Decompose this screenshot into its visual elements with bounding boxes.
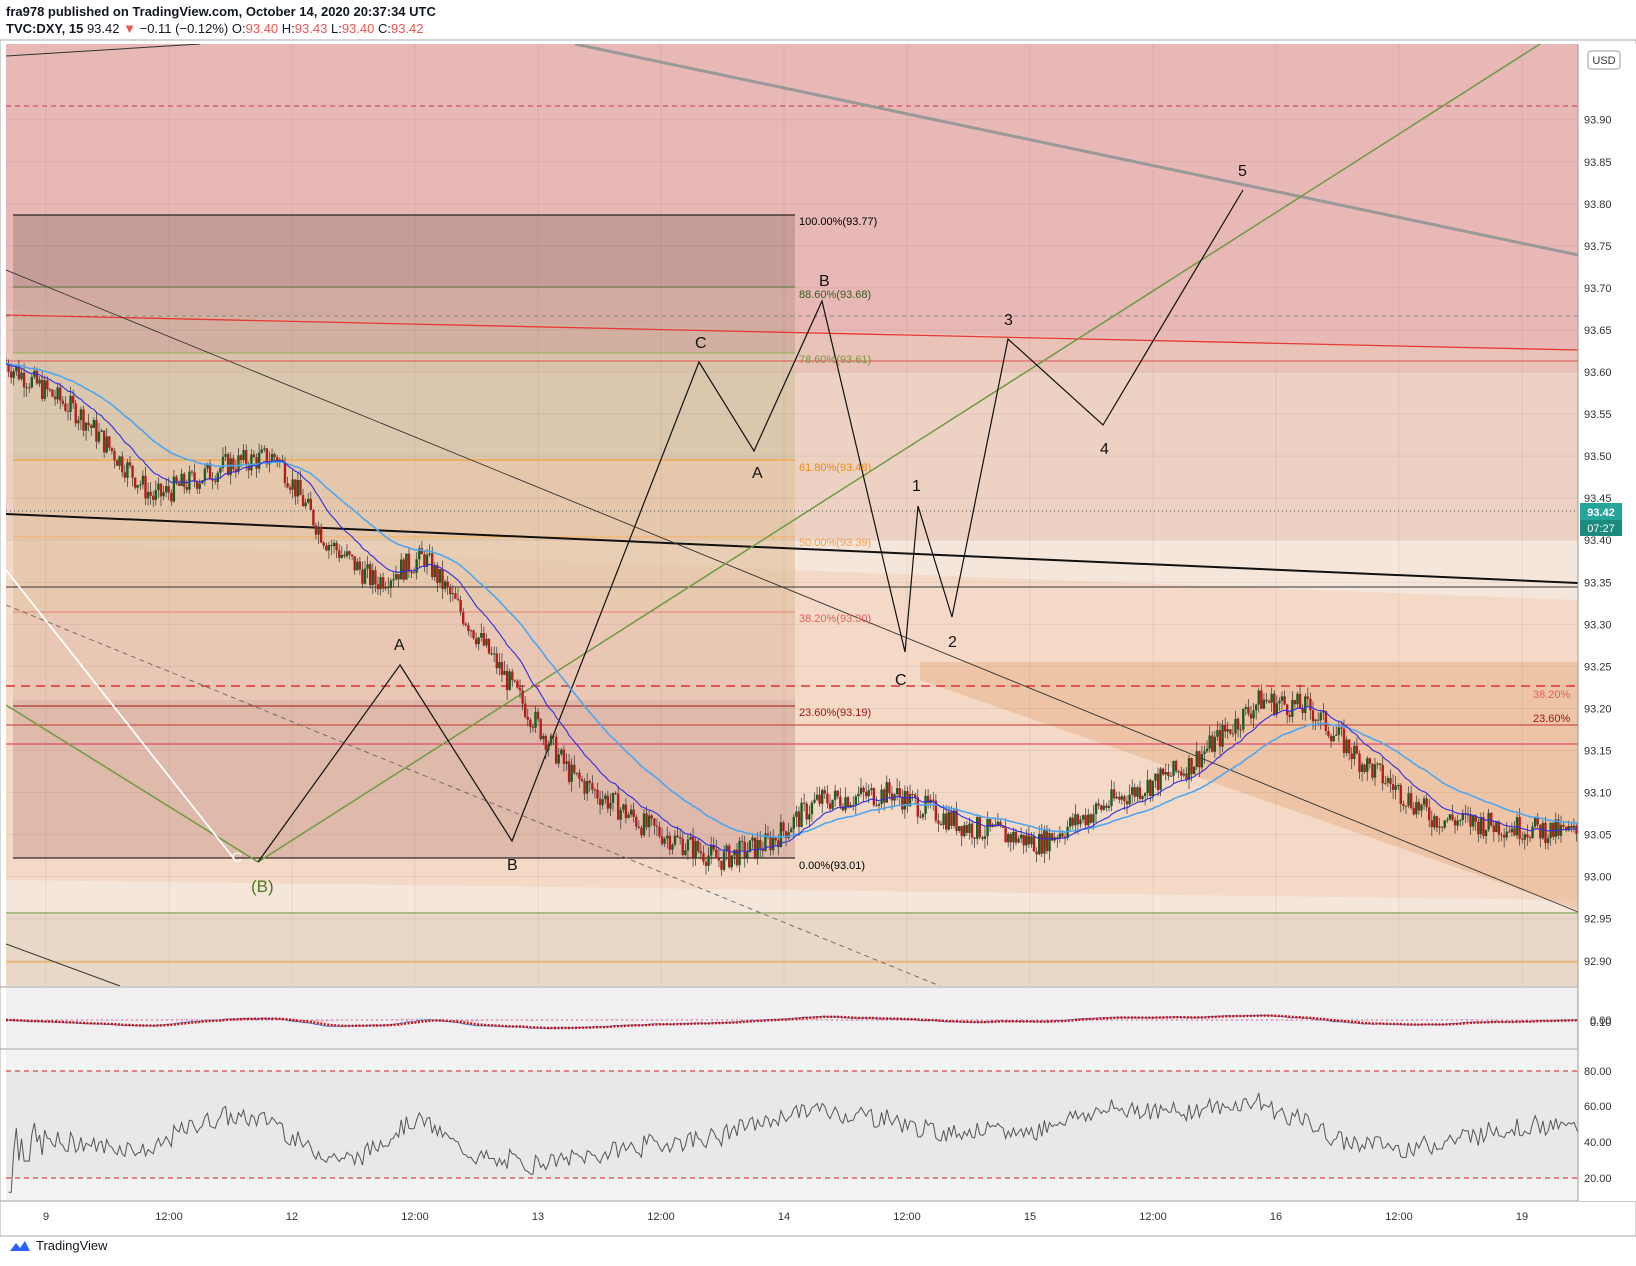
x-tick-label: 14 — [778, 1211, 790, 1223]
x-tick-label: 13 — [532, 1211, 544, 1223]
x-tick-label: 12:00 — [893, 1211, 921, 1223]
wave-label-1: 1 — [912, 478, 921, 495]
currency-badge[interactable] — [1587, 50, 1621, 70]
x-tick-label: 19 — [1516, 1211, 1528, 1223]
price-change: −0.11 (−0.12%) — [139, 21, 229, 36]
wave-labels: C (B) A B C A B C 1 2 3 4 5 — [232, 163, 1247, 896]
fib-label-618: 61.80%(93.48) — [799, 462, 871, 474]
y-tick-label: 93.00 — [1584, 872, 1612, 884]
y-tick-label: 93.45 — [1584, 493, 1612, 505]
low-value: 93.40 — [341, 21, 375, 36]
wave-label-b1: B — [507, 857, 518, 874]
wave-label-c2: C — [895, 672, 907, 689]
rsi-tick-20: 20.00 — [1584, 1173, 1612, 1185]
publish-info: fra978 published on TradingView.com, Oct… — [6, 4, 436, 19]
fast-ma-line — [6, 363, 1578, 854]
y-tick-label: 93.15 — [1584, 746, 1612, 758]
wave-label-b-major: (B) — [251, 877, 274, 896]
rsi-pane[interactable] — [6, 1050, 1636, 1200]
x-tick-label: 15 — [1024, 1211, 1036, 1223]
x-tick-label: 12:00 — [155, 1211, 183, 1223]
main-pane — [6, 44, 1578, 986]
down-arrow-icon: ▼ — [123, 21, 136, 36]
high-value: 93.43 — [294, 21, 328, 36]
wave-label-c-low: C — [232, 849, 242, 865]
wave-label-2: 2 — [948, 634, 957, 651]
y-tick-label: 93.05 — [1584, 830, 1612, 842]
wave-label-b2: B — [819, 273, 830, 290]
last-price: 93.42 — [86, 21, 120, 36]
tradingview-brand: TradingView — [36, 1238, 108, 1253]
y-tick-label: 93.30 — [1584, 619, 1612, 631]
y-tick-label: 93.55 — [1584, 409, 1612, 421]
y-tick-label: 93.60 — [1584, 367, 1612, 379]
wave-label-5: 5 — [1238, 163, 1247, 180]
osc-tick-010: 0.10 — [1590, 1017, 1611, 1029]
slow-ma-line — [6, 363, 1578, 839]
y-tick-label: 93.85 — [1584, 157, 1612, 169]
symbol-ohlc: TVC:DXY, 15 93.42 ▼ −0.11 (−0.12%) O:93.… — [6, 20, 436, 37]
x-tick-label: 16 — [1270, 1211, 1282, 1223]
fib-labels: 100.00%(93.77) 88.60%(93.68) 78.60%(93.6… — [799, 216, 1571, 872]
wave-label-a2: A — [752, 465, 763, 482]
time-axis[interactable]: 9 12:00 12 12:00 13 12:00 14 12:00 15 12:00 16 12:0… — [43, 1211, 1528, 1223]
y-tick-label: 93.75 — [1584, 241, 1612, 253]
candles-layer[interactable] — [5, 322, 1636, 876]
fib-label-382: 38.20%(93.30) — [799, 613, 871, 625]
y-tick-label: 92.90 — [1584, 956, 1612, 968]
y-tick-label: 93.80 — [1584, 199, 1612, 211]
fib-label-0: 0.00%(93.01) — [799, 860, 865, 872]
x-tick-label: 12:00 — [1139, 1211, 1167, 1223]
fib-label-886: 88.60%(93.68) — [799, 289, 871, 301]
wave-label-a1: A — [394, 637, 405, 654]
close-value: 93.42 — [390, 21, 424, 36]
currency-label: USD — [1592, 55, 1615, 67]
countdown-badge — [1580, 520, 1622, 536]
x-tick-label: 12 — [286, 1211, 298, 1223]
price-axis[interactable]: USD 93.90 93.85 93.80 93.75 93.70 93.65 93.60 9… — [1577, 44, 1636, 1201]
close-label: C: — [377, 21, 391, 36]
fib-right-382: 38.20% — [1533, 689, 1571, 701]
rsi-tick-60: 60.00 — [1584, 1101, 1612, 1113]
y-tick-label: 93.70 — [1584, 283, 1612, 295]
fib-label-786: 78.60%(93.61) — [799, 354, 871, 366]
y-tick-label: 93.10 — [1584, 788, 1612, 800]
x-tick-label: 12:00 — [401, 1211, 429, 1223]
countdown-timer: 07:27 — [1587, 523, 1615, 535]
tradingview-logo-icon — [10, 1240, 30, 1251]
moving-averages — [6, 363, 1578, 854]
open-label: O: — [231, 21, 246, 36]
x-tick-label: 12:00 — [1385, 1211, 1413, 1223]
last-price-badge — [1580, 503, 1622, 520]
fib-label-50: 50.00%(93.39) — [799, 537, 871, 549]
x-tick-label: 12:00 — [647, 1211, 675, 1223]
fib-label-100: 100.00%(93.77) — [799, 216, 877, 228]
fib-right-236: 23.60% — [1533, 713, 1571, 725]
y-tick-label: 93.35 — [1584, 577, 1612, 589]
x-tick-label: 9 — [43, 1211, 49, 1223]
y-tick-label: 93.90 — [1584, 115, 1612, 127]
high-label: H: — [281, 21, 295, 36]
open-value: 93.40 — [245, 21, 279, 36]
low-label: L: — [330, 21, 342, 36]
y-tick-label: 93.40 — [1584, 535, 1612, 547]
wave-label-3: 3 — [1004, 312, 1013, 329]
y-tick-label: 93.50 — [1584, 451, 1612, 463]
chart-header: fra978 published on TradingView.com, Oct… — [6, 3, 436, 37]
rsi-tick-80: 80.00 — [1584, 1066, 1612, 1078]
y-tick-label: 93.20 — [1584, 703, 1612, 715]
symbol-label[interactable]: TVC:DXY, 15 — [6, 21, 84, 36]
oscillator-pane[interactable] — [5, 988, 1636, 1048]
last-price-axis: 93.42 — [1587, 507, 1615, 519]
rsi-tick-40: 40.00 — [1584, 1137, 1612, 1149]
y-tick-label: 93.65 — [1584, 325, 1612, 337]
footer: TradingView — [8, 1238, 108, 1253]
y-tick-label: 93.25 — [1584, 661, 1612, 673]
fib-label-236: 23.60%(93.19) — [799, 707, 871, 719]
osc-tick-000: 0.00 — [1590, 1015, 1611, 1027]
wave-label-4: 4 — [1100, 441, 1109, 458]
y-tick-label: 92.95 — [1584, 914, 1612, 926]
wave-label-c1: C — [695, 335, 707, 352]
